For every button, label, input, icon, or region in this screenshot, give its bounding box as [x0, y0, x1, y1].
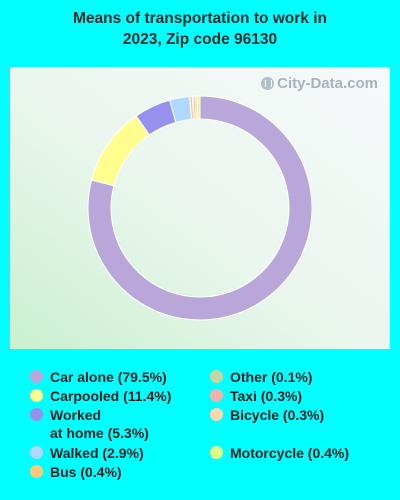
legend-item-other: Other (0.1%) — [210, 368, 312, 386]
legend-item-car-alone: Car alone (79.5%) — [30, 368, 167, 386]
legend-swatch-bus — [30, 465, 43, 478]
legend-swatch-bicycle — [210, 408, 223, 421]
legend-label-other: Other (0.1%) — [230, 369, 313, 385]
legend-item-carpooled: Carpooled (11.4%) — [30, 387, 171, 405]
legend-label-carpooled: Carpooled (11.4%) — [50, 388, 172, 404]
legend-item-walked: Walked (2.9%) — [30, 444, 144, 462]
legend-swatch-worked-at-home — [30, 408, 43, 421]
legend-item-bicycle: Bicycle (0.3%) — [210, 406, 324, 424]
watermark: City-Data.com — [261, 75, 378, 92]
legend-label-worked-at-home-line-1: Worked — [50, 407, 102, 423]
legend-item-bus: Bus (0.4%) — [30, 463, 122, 481]
legend-label-walked: Walked (2.9%) — [50, 445, 144, 461]
city-data-logo-icon — [261, 77, 275, 90]
legend-label-motorcycle: Motorcycle (0.4%) — [230, 445, 350, 461]
legend-swatch-motorcycle — [210, 446, 223, 459]
legend-label-bus: Bus (0.4%) — [50, 464, 122, 480]
donut-slice-motorcycle — [196, 95, 201, 120]
legend-swatch-carpooled — [30, 389, 43, 402]
chart-title-line-1: Means of transportation to work in — [72, 10, 328, 27]
legend-item-taxi: Taxi (0.3%) — [210, 387, 302, 405]
legend-swatch-walked — [30, 446, 43, 459]
legend-label-car-alone: Car alone (79.5%) — [50, 369, 167, 385]
chart-panel: City-Data.com — [10, 67, 390, 349]
legend-label-bicycle: Bicycle (0.3%) — [230, 407, 325, 423]
legend: Car alone (79.5%) Carpooled (11.4%) Work… — [0, 366, 400, 500]
donut-slice-carpooled — [90, 115, 151, 187]
donut-chart — [87, 95, 313, 321]
legend-item-worked-at-home: Worked at home (5.3%) — [30, 406, 149, 442]
legend-item-motorcycle: Motorcycle (0.4%) — [210, 444, 349, 462]
chart-title: Means of transportation to work in 2023,… — [0, 8, 400, 50]
legend-swatch-taxi — [210, 389, 223, 402]
legend-swatch-other — [210, 370, 223, 383]
legend-label-worked-at-home-line-2: at home (5.3%) — [50, 425, 149, 441]
legend-swatch-car-alone — [30, 370, 43, 383]
chart-title-line-2: 2023, Zip code 96130 — [122, 31, 278, 48]
donut-slice-car-alone — [87, 95, 313, 321]
watermark-text: City-Data.com — [277, 75, 378, 92]
legend-label-taxi: Taxi (0.3%) — [230, 388, 303, 404]
